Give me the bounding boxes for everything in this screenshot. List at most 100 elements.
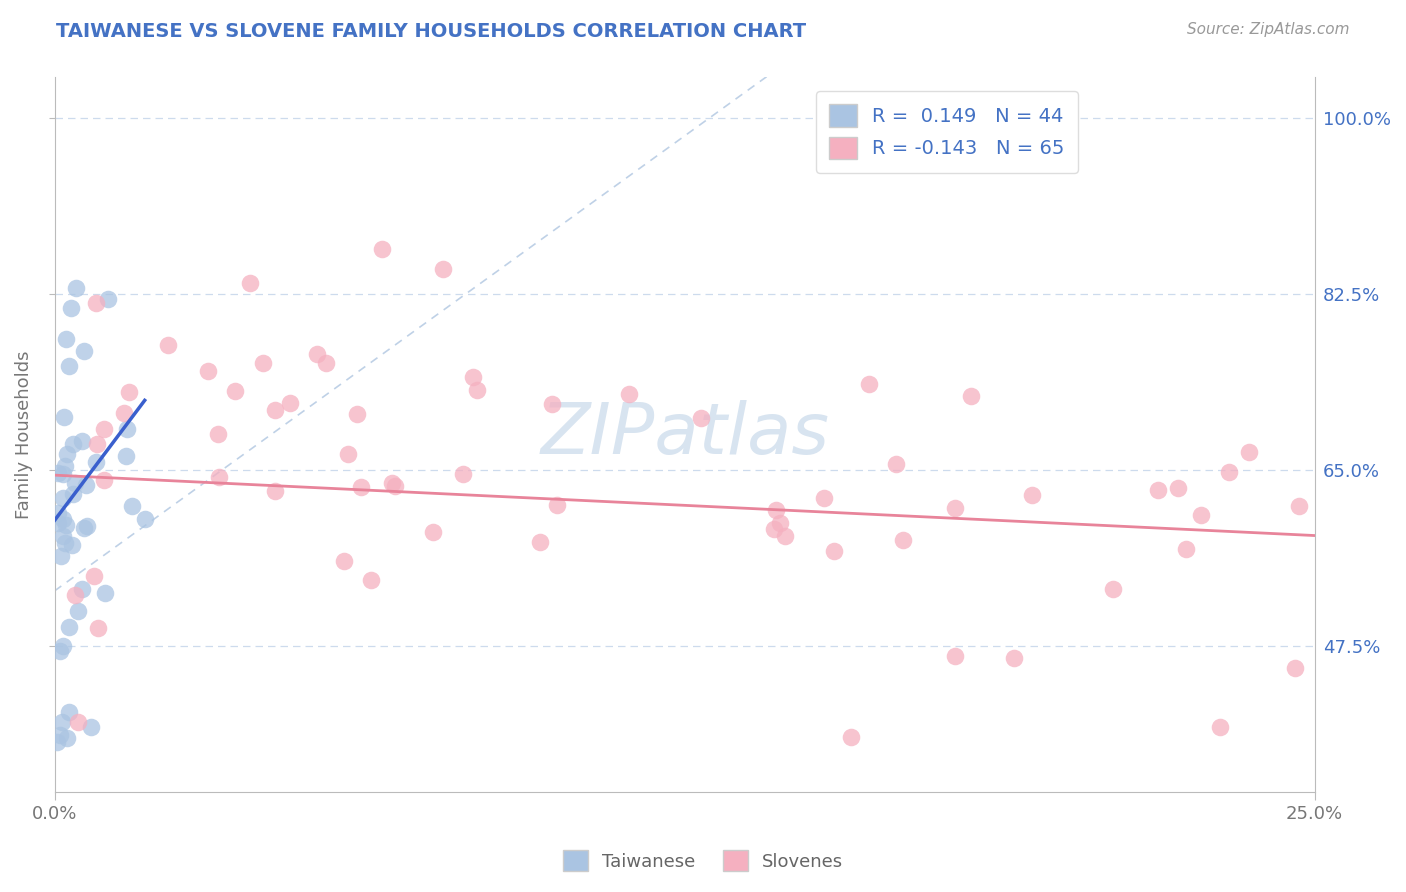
Point <box>1189 508 1212 523</box>
Point <box>49 549 72 563</box>
Point <box>73 343 96 358</box>
Point <box>1002 651 1025 665</box>
Point <box>52 529 75 543</box>
Point <box>52 410 75 425</box>
Point <box>617 387 640 401</box>
Point <box>224 384 246 399</box>
Point <box>305 346 328 360</box>
Point <box>55 332 77 346</box>
Point <box>775 528 797 542</box>
Point <box>1237 445 1260 459</box>
Point <box>690 411 713 425</box>
Point <box>891 533 914 547</box>
Point <box>52 491 75 505</box>
Legend: R =  0.149   N = 44, R = -0.143   N = 65: R = 0.149 N = 44, R = -0.143 N = 65 <box>815 91 1078 172</box>
Point <box>207 426 229 441</box>
Point <box>360 574 382 588</box>
Point <box>55 518 77 533</box>
Point <box>264 483 287 498</box>
Point <box>465 383 488 397</box>
Point <box>93 473 115 487</box>
Point <box>87 621 110 635</box>
Point <box>56 447 79 461</box>
Point <box>46 735 69 749</box>
Point <box>51 714 73 729</box>
Point <box>97 292 120 306</box>
Point <box>884 458 907 472</box>
Point <box>93 422 115 436</box>
Point <box>53 459 76 474</box>
Point <box>1209 720 1232 734</box>
Point <box>252 356 274 370</box>
Point <box>1175 541 1198 556</box>
Point <box>84 455 107 469</box>
Point <box>70 582 93 596</box>
Point <box>546 498 568 512</box>
Point <box>461 370 484 384</box>
Point <box>1167 481 1189 495</box>
Point <box>1146 483 1168 497</box>
Point <box>49 644 72 658</box>
Point <box>765 503 787 517</box>
Point <box>943 500 966 515</box>
Point <box>56 731 79 746</box>
Point <box>197 364 219 378</box>
Point <box>1284 660 1306 674</box>
Point <box>62 487 84 501</box>
Point <box>156 338 179 352</box>
Point <box>346 407 368 421</box>
Point <box>333 554 356 568</box>
Point <box>117 422 139 436</box>
Text: TAIWANESE VS SLOVENE FAMILY HOUSEHOLDS CORRELATION CHART: TAIWANESE VS SLOVENE FAMILY HOUSEHOLDS C… <box>56 22 807 41</box>
Point <box>58 359 80 373</box>
Point <box>823 544 845 558</box>
Point <box>945 649 967 664</box>
Point <box>60 301 83 315</box>
Point <box>350 480 373 494</box>
Y-axis label: Family Households: Family Households <box>15 351 32 519</box>
Point <box>1288 499 1310 513</box>
Point <box>121 499 143 513</box>
Legend: Taiwanese, Slovenes: Taiwanese, Slovenes <box>555 843 851 879</box>
Point <box>58 620 80 634</box>
Point <box>52 467 75 481</box>
Point <box>134 512 156 526</box>
Point <box>46 516 69 530</box>
Point <box>86 437 108 451</box>
Point <box>52 639 75 653</box>
Point <box>371 242 394 256</box>
Text: ZIPatlas: ZIPatlas <box>540 401 830 469</box>
Point <box>381 475 404 490</box>
Point <box>86 296 108 310</box>
Point <box>67 604 90 618</box>
Point <box>58 705 80 719</box>
Point <box>52 511 75 525</box>
Point <box>858 377 880 392</box>
Point <box>65 281 87 295</box>
Point <box>1101 582 1123 597</box>
Point <box>72 521 94 535</box>
Point <box>60 539 83 553</box>
Point <box>67 714 90 729</box>
Point <box>63 475 86 490</box>
Point <box>540 397 562 411</box>
Point <box>1021 487 1043 501</box>
Point <box>529 535 551 549</box>
Point <box>62 437 84 451</box>
Point <box>76 518 98 533</box>
Point <box>839 730 862 744</box>
Point <box>80 720 103 734</box>
Point <box>118 385 141 400</box>
Point <box>315 356 337 370</box>
Point <box>115 449 138 463</box>
Point <box>422 524 444 539</box>
Point <box>384 479 406 493</box>
Point <box>278 396 301 410</box>
Point <box>48 728 70 742</box>
Point <box>83 568 105 582</box>
Point <box>239 276 262 290</box>
Point <box>93 585 115 599</box>
Point <box>112 406 135 420</box>
Point <box>75 477 97 491</box>
Point <box>72 434 94 449</box>
